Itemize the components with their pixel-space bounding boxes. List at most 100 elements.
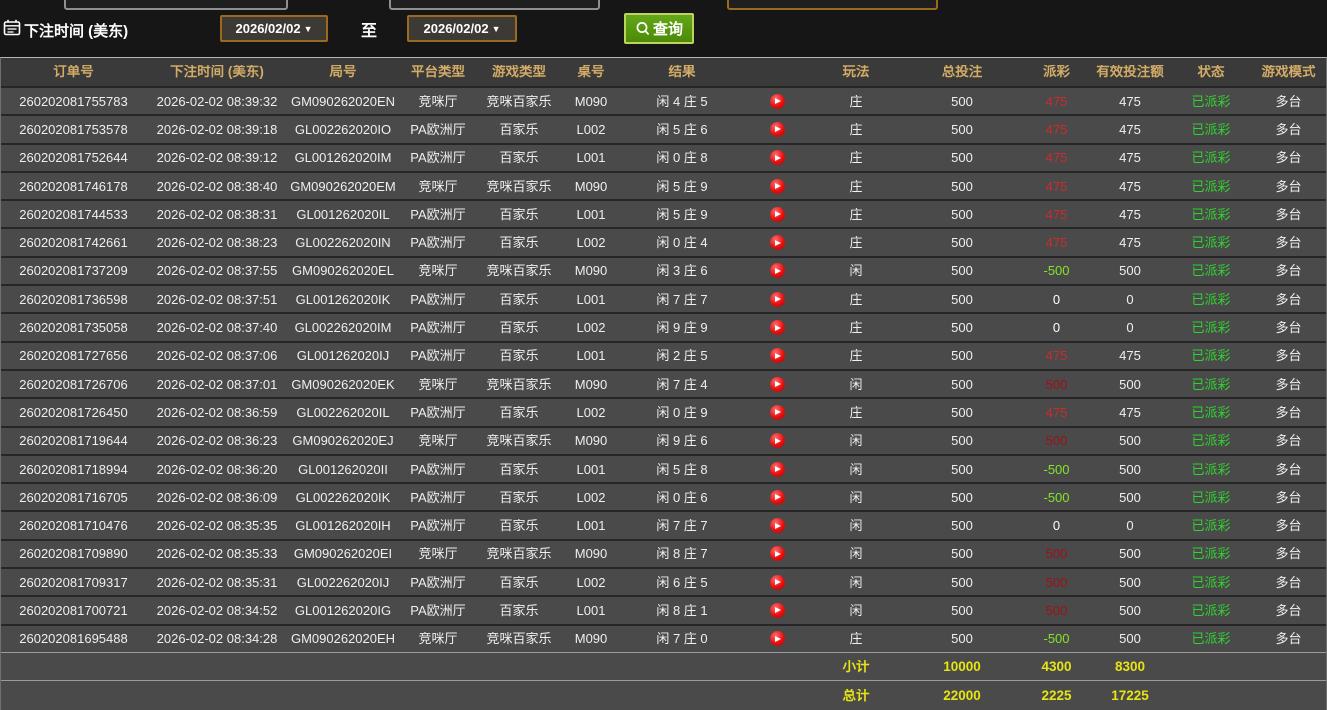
table-row: 260202081726706 2026-02-02 08:37:01 GM0902… (1, 368, 1326, 398)
cell-result: 闲 9 庄 6 (656, 434, 708, 448)
date-to-select[interactable]: 2026/02/02 ▼ (407, 15, 517, 42)
cell-mode: 多台 (1275, 434, 1302, 448)
play-triangle (775, 381, 781, 388)
cell-round: GM090262020EJ (292, 434, 394, 448)
cell-order: 260202081718994 (19, 462, 128, 476)
cell-platform: 竞咪厅 (418, 632, 458, 646)
grand-total-label: 总计 (842, 688, 870, 703)
cell-table: M090 (574, 434, 608, 448)
cell-payout: 0 (1052, 292, 1061, 306)
cell-order: 260202081752644 (19, 151, 128, 165)
cell-time: 2026-02-02 08:38:23 (156, 236, 278, 250)
cell-status: 已派彩 (1191, 519, 1231, 533)
cell-mode: 多台 (1275, 151, 1302, 165)
cell-valid_bet: 0 (1126, 292, 1134, 306)
query-button[interactable]: 查询 (624, 13, 694, 44)
cell-platform: PA欧洲厅 (410, 490, 466, 504)
cell-round: GL001262020II (298, 462, 388, 476)
search-icon (635, 21, 651, 37)
play-triangle (775, 126, 781, 133)
video-cell (742, 489, 812, 505)
play-triangle (775, 437, 781, 444)
cell-bet_type: 庄 (849, 151, 863, 165)
cell-valid_bet: 500 (1119, 547, 1141, 561)
cell-status: 已派彩 (1191, 179, 1231, 193)
cell-game: 竞咪百家乐 (486, 434, 552, 448)
play-triangle (775, 579, 781, 586)
subtotal-payout: 4300 (1041, 659, 1072, 674)
cell-platform: PA欧洲厅 (410, 321, 466, 335)
cell-status: 已派彩 (1191, 207, 1231, 221)
cell-payout: 500 (1045, 603, 1068, 617)
cell-game: 百家乐 (499, 236, 539, 250)
cell-bet_type: 闲 (849, 377, 863, 391)
video-cell (742, 546, 812, 562)
cutoff-input-field-2[interactable] (389, 0, 600, 10)
cell-mode: 多台 (1275, 575, 1302, 589)
play-video-icon[interactable] (769, 376, 785, 392)
cell-payout: -500 (1043, 264, 1070, 278)
play-video-icon[interactable] (769, 263, 785, 279)
cell-total_bet: 500 (951, 292, 973, 306)
grand-total-valid-bet: 17225 (1111, 688, 1149, 703)
video-cell (742, 320, 812, 336)
play-triangle (775, 267, 781, 274)
play-video-icon[interactable] (769, 461, 785, 477)
play-video-icon[interactable] (769, 489, 785, 505)
column-header: 有效投注额 (1096, 65, 1164, 79)
play-video-icon[interactable] (769, 121, 785, 137)
cell-status: 已派彩 (1191, 151, 1231, 165)
video-cell (742, 235, 812, 251)
play-video-icon[interactable] (769, 93, 785, 109)
play-video-icon[interactable] (769, 235, 785, 251)
cell-payout: 475 (1045, 122, 1068, 136)
caret-down-icon: ▼ (303, 23, 313, 34)
cell-round: GL001262020IL (296, 207, 390, 221)
play-video-icon[interactable] (769, 546, 785, 562)
play-video-icon[interactable] (769, 404, 785, 420)
play-triangle (775, 239, 781, 246)
cell-result: 闲 8 庄 7 (656, 547, 708, 561)
cell-valid_bet: 500 (1119, 490, 1141, 504)
cell-result: 闲 2 庄 5 (656, 349, 708, 363)
cell-status: 已派彩 (1191, 122, 1231, 136)
play-triangle (775, 635, 781, 642)
play-video-icon[interactable] (769, 348, 785, 364)
play-video-icon[interactable] (769, 320, 785, 336)
cell-round: GL001262020IJ (296, 349, 390, 363)
cell-valid_bet: 500 (1119, 434, 1141, 448)
play-video-icon[interactable] (769, 206, 785, 222)
play-video-icon[interactable] (769, 518, 785, 534)
cell-round: GL001262020IK (295, 292, 391, 306)
cell-payout: 500 (1045, 377, 1068, 391)
cell-table: L001 (576, 519, 606, 533)
cell-total_bet: 500 (951, 547, 973, 561)
cell-valid_bet: 475 (1119, 151, 1141, 165)
cutoff-input-field-1[interactable] (64, 0, 288, 10)
cell-table: L001 (576, 207, 606, 221)
play-video-icon[interactable] (769, 631, 785, 647)
cell-result: 闲 6 庄 5 (656, 575, 708, 589)
play-video-icon[interactable] (769, 574, 785, 590)
play-video-icon[interactable] (769, 602, 785, 618)
play-video-icon[interactable] (769, 178, 785, 194)
column-header: 下注时间 (美东) (170, 65, 264, 79)
play-triangle (775, 296, 781, 303)
column-header: 玩法 (842, 65, 870, 79)
grand-total-payout: 2225 (1041, 688, 1072, 703)
play-video-icon[interactable] (769, 150, 785, 166)
play-video-icon[interactable] (769, 433, 785, 449)
cell-result: 闲 5 庄 9 (656, 179, 708, 193)
cell-bet_type: 闲 (849, 490, 863, 504)
cell-game: 百家乐 (499, 462, 539, 476)
video-cell (742, 206, 812, 222)
play-triangle (775, 466, 781, 472)
cell-game: 竞咪百家乐 (486, 632, 552, 646)
cell-time: 2026-02-02 08:39:12 (156, 151, 278, 165)
cutoff-input-field-3[interactable] (727, 0, 938, 10)
play-video-icon[interactable] (769, 291, 785, 307)
date-from-select[interactable]: 2026/02/02 ▼ (220, 15, 328, 42)
cell-result: 闲 7 庄 0 (656, 632, 708, 646)
cell-result: 闲 7 庄 4 (656, 377, 708, 391)
cell-order: 260202081700721 (19, 603, 128, 617)
